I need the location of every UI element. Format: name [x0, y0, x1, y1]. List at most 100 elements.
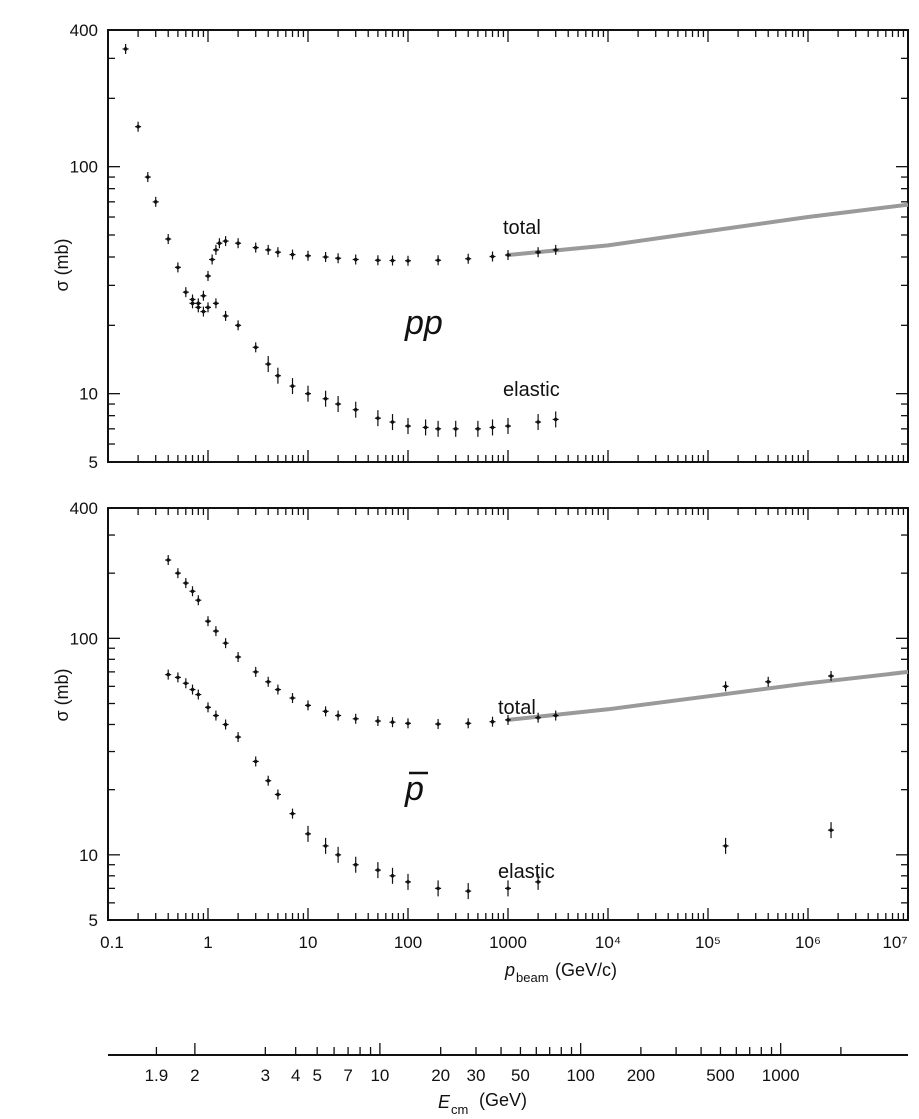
- pp-elastic-point: [196, 305, 201, 310]
- pbarp-total-point: [190, 589, 195, 594]
- pp-elastic-point: [206, 305, 210, 310]
- pp-elastic-point: [476, 427, 480, 431]
- pp-total-point: [506, 253, 510, 257]
- pbarp-total-point: [276, 687, 280, 692]
- ecm-axis-title-main: E: [438, 1092, 451, 1112]
- ecm-tick-label: 7: [343, 1066, 352, 1085]
- ecm-tick-label: 1000: [762, 1066, 800, 1085]
- pp-elastic-point: [553, 417, 558, 422]
- pp-elastic-point: [323, 396, 328, 401]
- pbarp-elastic-point: [306, 832, 310, 836]
- pbarp-total-point: [766, 679, 771, 684]
- ecm-tick-label: 50: [511, 1066, 530, 1085]
- pbarp-elastic-point: [253, 759, 258, 764]
- pp-elastic-point: [390, 420, 395, 424]
- pp-elastic-point: [406, 424, 410, 428]
- pp-elastic-point: [236, 323, 240, 328]
- ecm-ticks: [155, 1043, 842, 1055]
- pbarp-elastic-point: [829, 828, 833, 832]
- pbarp-elastic-point: [506, 886, 510, 891]
- pp-y-tick-labels: 5 10 100 400: [70, 21, 98, 472]
- pbarp-elastic-point: [390, 874, 395, 878]
- ecm-axis-title-unit: (GeV): [479, 1090, 527, 1110]
- pbarp-elastic-point: [290, 811, 295, 816]
- pp-elastic-point: [453, 427, 458, 431]
- pbarp-total-point: [223, 641, 228, 645]
- pbarp-elastic-point: [336, 853, 340, 857]
- ecm-tick-label: 3: [261, 1066, 270, 1085]
- pbarp-elastic-point: [436, 886, 440, 891]
- pbarp-elastic-point: [536, 880, 540, 884]
- pbarp-elastic-point: [184, 681, 188, 686]
- pbarp-elastic-point: [276, 792, 280, 797]
- pp-total-point: [184, 290, 188, 294]
- pp-data-marks: [122, 43, 909, 437]
- pp-elastic-label: elastic: [503, 379, 560, 401]
- pp-total-point: [123, 47, 128, 51]
- pbarp-elastic-point: [166, 672, 171, 677]
- beam-tick-label: 0.1: [100, 933, 124, 952]
- pbarp-y-tick-label: 5: [89, 911, 98, 930]
- ecm-tick-label: 30: [467, 1066, 486, 1085]
- pbarp-total-point: [506, 718, 510, 722]
- pbarp-elastic-point: [223, 722, 228, 727]
- pp-total-point: [376, 258, 380, 263]
- pbarp-total-point: [214, 629, 218, 633]
- pbarp-total-point: [353, 716, 358, 721]
- ecm-tick-label: 10: [370, 1066, 389, 1085]
- pbarp-total-point: [196, 598, 201, 603]
- pp-elastic-point: [201, 309, 206, 314]
- pp-y-tick-label: 5: [89, 453, 98, 472]
- pp-elastic-point: [253, 345, 258, 350]
- pp-total-point: [166, 237, 171, 241]
- pp-total-point: [266, 248, 271, 252]
- pbarp-total-label: total: [498, 697, 536, 719]
- pbarp-y-tick-label: 100: [70, 629, 98, 648]
- pp-total-point: [206, 274, 210, 278]
- pbarp-y-tick-label: 400: [70, 499, 98, 518]
- pbarp-total-point: [723, 684, 728, 689]
- ecm-tick-labels: 1.9 2 3 4 5 7 10 20 30 50 100 200 500 1000: [145, 1066, 800, 1085]
- pbarp-total-point: [306, 703, 310, 708]
- pp-total-point: [306, 253, 310, 258]
- pp-elastic-point: [336, 402, 340, 406]
- pp-elastic-point: [536, 420, 540, 424]
- pbarp-total-point: [206, 619, 210, 623]
- pp-total-point: [466, 256, 471, 261]
- pbarp-elastic-point: [376, 868, 380, 872]
- pp-elastic-point: [306, 391, 310, 396]
- ecm-tick-label: 5: [312, 1066, 321, 1085]
- pbarp-total-point: [436, 722, 440, 726]
- pp-elastic-point: [353, 407, 358, 412]
- pp-total-point: [290, 252, 295, 257]
- pbarp-total-point: [376, 719, 380, 723]
- pp-elastic-point: [266, 362, 271, 366]
- pbarp-data-marks: [165, 555, 909, 900]
- pbarp-total-point: [536, 715, 540, 720]
- pbarp-total-point: [184, 581, 188, 585]
- ecm-tick-label: 20: [431, 1066, 450, 1085]
- pp-total-point: [236, 241, 240, 246]
- beam-tick-label: 10⁶: [795, 933, 821, 952]
- pbarp-elastic-point: [466, 889, 471, 893]
- pp-y-tick-label: 100: [70, 158, 98, 177]
- pp-total-fit-band: [507, 202, 909, 257]
- pp-total-point: [353, 257, 358, 262]
- pbarp-elastic-point: [214, 713, 218, 718]
- pp-elastic-point: [490, 425, 495, 430]
- pbarp-ticks: [107, 507, 908, 921]
- pbarp-total-point: [829, 674, 833, 678]
- pp-total-point: [490, 254, 495, 259]
- pp-elastic-point: [223, 314, 228, 318]
- pp-total-point: [176, 265, 180, 270]
- pbarp-elastic-point: [236, 735, 240, 739]
- pbarp-total-fit-band: [507, 669, 909, 722]
- beam-tick-label: 1: [203, 933, 212, 952]
- pp-total-point: [223, 239, 228, 243]
- pbarp-total-point: [490, 719, 495, 724]
- pbarp-elastic-point: [266, 778, 271, 783]
- pp-total-point: [153, 200, 158, 204]
- pbarp-total-point: [406, 721, 410, 726]
- beam-tick-label: 10⁴: [595, 933, 621, 952]
- pp-total-point: [214, 248, 218, 252]
